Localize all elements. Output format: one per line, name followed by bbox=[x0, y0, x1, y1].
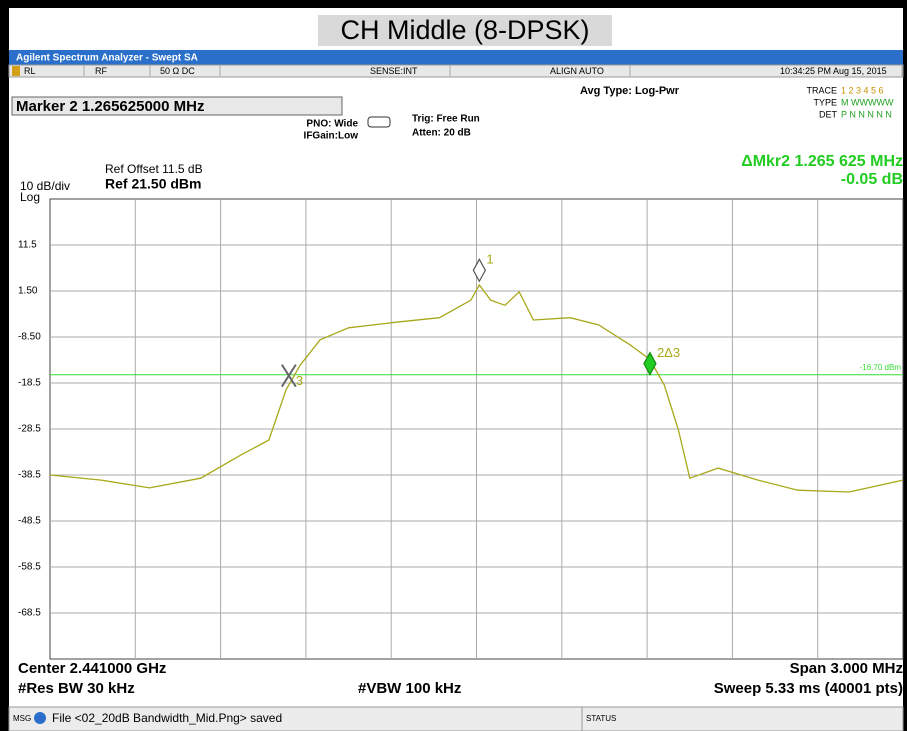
det-label: DET bbox=[819, 109, 838, 119]
status-cell: RF bbox=[95, 66, 107, 76]
ifgain: IFGain:Low bbox=[304, 131, 359, 142]
frame-top bbox=[0, 0, 907, 8]
msg: MSG bbox=[13, 714, 31, 723]
delta-value: -0.05 dB bbox=[841, 171, 903, 188]
status-cell: 10:34:25 PM Aug 15, 2015 bbox=[780, 66, 887, 76]
status-cell: SENSE:INT bbox=[370, 66, 418, 76]
window-title: Agilent Spectrum Analyzer - Swept SA bbox=[16, 53, 198, 64]
status-cell: RL bbox=[24, 66, 36, 76]
marker-label: 2Δ3 bbox=[657, 345, 680, 360]
pno: PNO: Wide bbox=[306, 119, 358, 130]
status-cell: 50 Ω DC bbox=[160, 66, 195, 76]
scale-type: Log bbox=[20, 190, 40, 204]
y-tick-label: -8.50 bbox=[18, 332, 41, 343]
x-icon bbox=[12, 66, 20, 76]
trace-nums: 1 2 3 4 5 6 bbox=[841, 85, 884, 95]
marker-box bbox=[11, 96, 343, 116]
ref-level: Ref 21.50 dBm bbox=[105, 176, 201, 192]
frame-left bbox=[0, 0, 9, 731]
avg-type: Avg Type: Log-Pwr bbox=[580, 85, 680, 97]
marker bbox=[280, 364, 297, 388]
marker bbox=[643, 351, 657, 376]
sweep: Sweep 5.33 ms (40001 pts) bbox=[714, 680, 903, 697]
rbw: #Res BW 30 kHz bbox=[18, 680, 135, 697]
y-tick-label: -28.5 bbox=[18, 424, 41, 435]
center: Center 2.441000 GHz bbox=[18, 660, 166, 677]
y-tick-label: -38.5 bbox=[18, 470, 41, 481]
scale: 10 dB/div bbox=[20, 179, 70, 193]
y-tick-label: -68.5 bbox=[18, 608, 41, 619]
trig-icon bbox=[367, 116, 391, 128]
info-icon bbox=[34, 712, 46, 724]
status-cell: ALIGN AUTO bbox=[550, 66, 604, 76]
y-tick-label: 1.50 bbox=[18, 286, 38, 297]
marker-box-text: Marker 2 1.265625000 MHz bbox=[16, 98, 204, 115]
status-row bbox=[8, 64, 904, 78]
ref-offset: Ref Offset 11.5 dB bbox=[105, 162, 203, 176]
type-vals: M WWWWW bbox=[841, 97, 894, 107]
marker bbox=[472, 258, 487, 283]
frame-right bbox=[903, 0, 907, 731]
window-title-bar bbox=[9, 50, 903, 65]
span: Span 3.000 MHz bbox=[790, 660, 903, 677]
status: STATUS bbox=[586, 714, 616, 723]
message: File <02_20dB Bandwidth_Mid.Png> saved bbox=[52, 711, 282, 725]
title-box bbox=[318, 15, 612, 46]
vbw: #VBW 100 kHz bbox=[358, 680, 461, 697]
y-tick-label: -48.5 bbox=[18, 516, 41, 527]
type-label: TYPE bbox=[813, 97, 837, 107]
marker-label: 1 bbox=[486, 252, 493, 267]
delta-marker: ΔMkr2 1.265 625 MHz bbox=[741, 153, 903, 170]
y-tick-label: 11.5 bbox=[18, 240, 37, 251]
trace-label: TRACE bbox=[806, 85, 837, 95]
message-bar bbox=[8, 706, 904, 731]
marker-label: 3 bbox=[296, 373, 303, 388]
det-vals: P N N N N N bbox=[841, 109, 892, 119]
y-tick-label: -18.5 bbox=[18, 378, 41, 389]
trig: Trig: Free Run bbox=[412, 114, 480, 125]
display-line-label: -16.70 dBm bbox=[860, 363, 902, 372]
atten: Atten: 20 dB bbox=[412, 128, 471, 139]
page-title: CH Middle (8-DPSK) bbox=[340, 15, 589, 45]
y-tick-label: -58.5 bbox=[18, 562, 41, 573]
trace bbox=[49, 283, 904, 493]
